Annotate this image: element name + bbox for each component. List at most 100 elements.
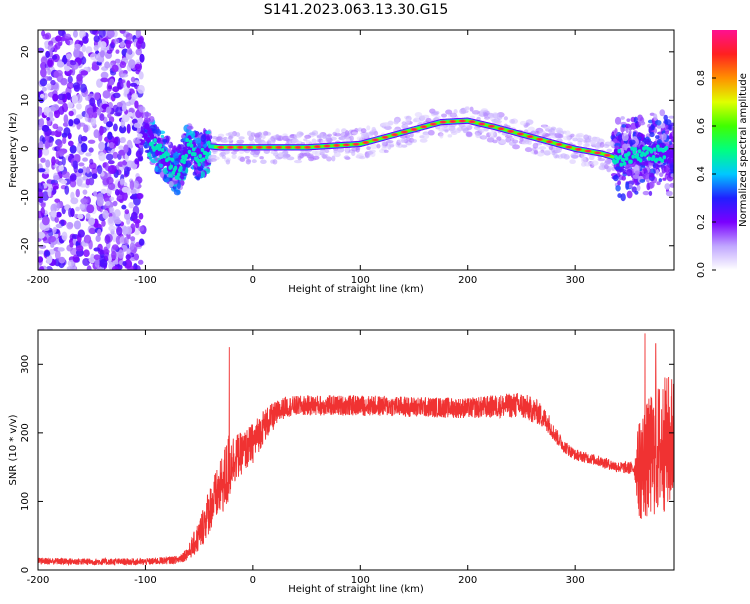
spectrogram-cell (61, 171, 70, 179)
snr-y-label: SNR (10 * v/v) (8, 414, 19, 485)
spectrogram-cell (168, 180, 174, 188)
spectrogram-cell (111, 250, 117, 260)
spectrogram-cell (76, 103, 82, 110)
spectrogram-cell (66, 265, 75, 270)
spectrogram-cell (81, 242, 89, 247)
spectrogram-cell (99, 41, 107, 49)
spectrogram-cell (200, 134, 207, 143)
spectrogram-cell (77, 229, 85, 238)
spectrogram-cell (68, 119, 74, 127)
spectrogram-cell (343, 155, 350, 160)
spectrogram-cell (75, 114, 84, 120)
spectrogram-cell (61, 156, 66, 166)
spectrogram-cell (78, 134, 83, 144)
spectrogram-cell (93, 44, 99, 52)
spectrogram-cell (85, 152, 92, 157)
spectrogram-cell (99, 125, 104, 136)
spectrogram-cell (369, 131, 376, 136)
spectrogram-cell (99, 113, 105, 121)
spectrogram-cell (71, 94, 79, 104)
spectrogram-cell (72, 160, 79, 170)
spectrogram-cell (660, 122, 666, 129)
spectrogram-heatmap (38, 30, 674, 270)
spectrogram-cell (169, 164, 174, 169)
spectrogram-cell (86, 265, 92, 270)
spectrogram-cell (617, 180, 621, 186)
y-tick-label: 0 (20, 146, 31, 152)
spectrogram-cell (570, 133, 575, 138)
spectrogram-cell (635, 152, 640, 158)
spectrogram-cell (335, 128, 340, 134)
spectrogram-cell (40, 202, 46, 208)
spectrogram-cell (303, 138, 308, 142)
spectrogram-cell (239, 150, 245, 155)
spectrogram-cell (111, 265, 119, 270)
spectrogram-cell (149, 132, 155, 140)
spectrogram-cell (47, 68, 52, 76)
spectrogram-cell (356, 136, 363, 141)
spectrogram-x-ticks: -200 -100 0 100 200 300 (27, 30, 585, 286)
spectrogram-cell (119, 61, 127, 69)
spectrogram-cell (649, 172, 655, 178)
spectrogram-cell (144, 112, 152, 117)
spectrogram-cell (508, 141, 517, 146)
spectrogram-cell (652, 147, 657, 152)
spectrogram-cell (75, 188, 80, 198)
spectrogram-cell (173, 189, 181, 196)
spectrogram-cell (491, 112, 500, 119)
spectrogram-cell (669, 133, 673, 140)
colorbar-tick-label: 0.0 (696, 262, 707, 278)
spectrogram-cell (671, 126, 674, 133)
spectrogram-cell (113, 209, 121, 218)
spectrogram-cell (662, 177, 667, 181)
spectrogram-cell (167, 156, 171, 161)
spectrogram-cell (147, 151, 152, 158)
spectrogram-cell (53, 175, 60, 181)
spectrogram-cell (257, 146, 262, 149)
spectrogram-cell (133, 180, 139, 189)
y-tick-label: 300 (20, 355, 31, 374)
spectrogram-cell (163, 174, 167, 179)
spectrogram-cell (642, 190, 650, 196)
spectrogram-cell (184, 153, 189, 158)
spectrogram-cell (75, 245, 84, 252)
spectrogram-cell (499, 138, 507, 144)
spectrogram-cell (636, 184, 641, 192)
spectrogram-cell (73, 43, 82, 50)
spectrogram-cell (370, 143, 378, 150)
spectrogram-cell (626, 118, 631, 123)
spectrogram-cell (655, 162, 659, 170)
spectrogram-cell (123, 87, 130, 95)
spectrogram-cell (73, 84, 81, 92)
spectrogram-cell (557, 146, 562, 153)
spectrogram-cell (543, 125, 551, 130)
spectrogram-cell (122, 261, 127, 267)
spectrogram-cell (628, 126, 633, 131)
spectrogram-cell (196, 158, 200, 164)
spectrogram-cell (609, 140, 614, 147)
spectrogram-cell (656, 181, 661, 186)
spectrogram-cell (58, 165, 64, 172)
spectrogram-cell (537, 138, 542, 141)
spectrogram-cell (470, 120, 475, 123)
spectrogram-cell (490, 136, 495, 142)
spectrogram-cell (626, 190, 633, 199)
spectrogram-cell (281, 135, 290, 141)
spectrogram-cell (614, 166, 621, 171)
spectrogram-cell (634, 170, 640, 176)
spectrogram-cell (412, 128, 417, 131)
spectrogram-cell (120, 73, 129, 78)
spectrogram-cell (54, 129, 62, 138)
y-tick-label: 0 (20, 567, 31, 573)
spectrogram-cell (124, 209, 130, 215)
spectrogram-cell (294, 159, 303, 164)
x-tick-label: 200 (458, 275, 477, 286)
spectrogram-cell (268, 138, 275, 142)
spectrogram-cell (134, 265, 141, 270)
spectrogram-cell (116, 101, 123, 108)
spectrogram-cell (576, 148, 581, 151)
spectrogram-cell (107, 165, 116, 175)
spectrogram-cell (134, 63, 141, 70)
spectrogram-cell (100, 188, 107, 194)
spectrogram-cell (115, 49, 120, 54)
